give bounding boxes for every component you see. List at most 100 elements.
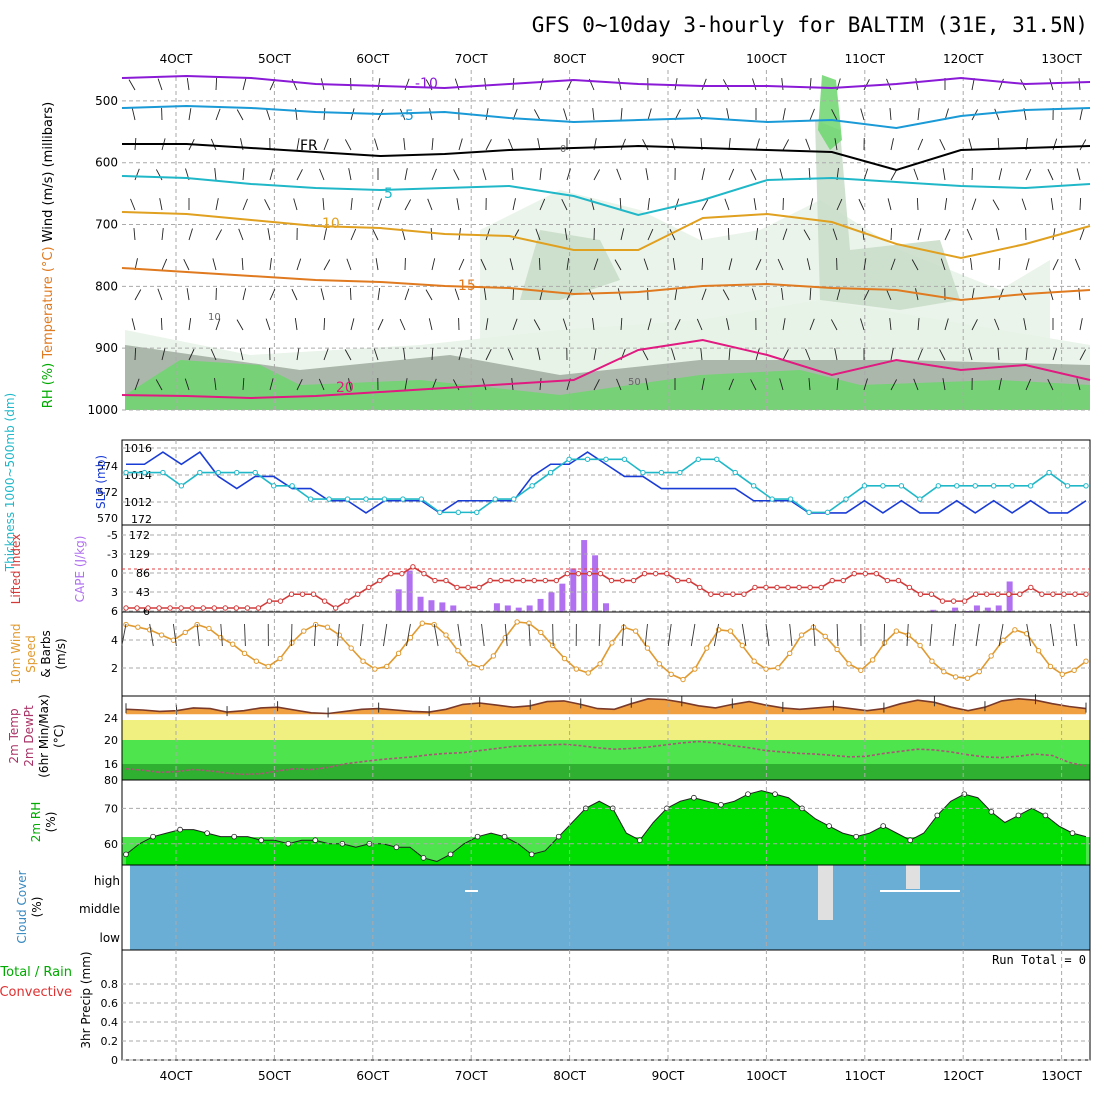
li-line-point: [619, 577, 626, 584]
wind-barb: [889, 108, 892, 121]
wind-barb: [669, 228, 676, 241]
wind-barb: [911, 259, 919, 271]
wind-barb: [404, 78, 410, 91]
wind-speed-line-point: [1035, 648, 1042, 654]
rh2m-point: [988, 809, 995, 815]
wind-barb: [512, 318, 518, 331]
surface-barb: [998, 623, 1004, 647]
wind-barb: [429, 108, 433, 121]
li-line-point: [288, 591, 295, 597]
slp-ylabel: SLP (mb): [94, 455, 108, 509]
wind-speed-line-point: [704, 645, 710, 651]
wind-barb: [296, 379, 303, 391]
wind-speed-line-point: [597, 661, 603, 667]
wind-speed-line-point: [182, 629, 188, 636]
li-line-point: [1072, 591, 1078, 597]
wind-barb: [1050, 198, 1054, 211]
wind-barb: [808, 378, 811, 391]
thickness-line-point: [400, 496, 406, 502]
rh-tick: 60: [104, 838, 118, 851]
wind-barb: [998, 257, 1001, 271]
wind-speed-line-point: [372, 666, 378, 672]
rh-shade: [818, 75, 842, 150]
li-line-point: [686, 577, 692, 584]
wind-barb: [539, 168, 542, 181]
wind-barb: [617, 288, 622, 301]
surface-barb: [836, 623, 839, 647]
wind-barb: [236, 319, 244, 331]
cape-bar: [450, 605, 457, 612]
wind-barb: [809, 318, 815, 331]
li-line-point: [641, 570, 648, 577]
wind-barb: [485, 318, 489, 331]
wind-barb: [834, 138, 838, 151]
wind-barb: [533, 109, 541, 121]
wind-barb: [672, 258, 676, 271]
thickness-line-point: [270, 483, 277, 489]
li-line-point: [211, 605, 217, 611]
cape-bar: [559, 583, 566, 612]
wind-barb: [863, 289, 870, 301]
surface-barb: [196, 623, 200, 647]
li-line-point: [156, 605, 162, 611]
wind-barb: [134, 347, 137, 361]
isotherm-line: [121, 338, 1091, 400]
wind-barb: [186, 78, 190, 91]
wind-speed-line-point: [1000, 637, 1006, 643]
wind-barb: [377, 318, 384, 331]
top-date-tick: 13OCT: [1041, 52, 1082, 66]
wind-barb: [404, 288, 410, 301]
wind-barb: [998, 168, 1003, 181]
wind-barb: [539, 78, 544, 91]
wind-barb: [214, 168, 217, 181]
wind-speed-line-point: [229, 641, 236, 647]
thickness-line-point: [474, 509, 480, 516]
thickness-line-point: [344, 496, 351, 502]
surface-barb: [812, 623, 816, 647]
wind-speed-line-point: [348, 645, 354, 651]
slp-bottom-tick: 172: [131, 513, 152, 526]
wind-barb: [186, 288, 190, 301]
thickness-line-point: [861, 483, 868, 489]
li-line-point: [575, 570, 582, 577]
wind-speed-line: [125, 621, 1087, 681]
thickness-line-point: [160, 469, 166, 476]
thickness-line-point: [806, 509, 812, 516]
li-line-point: [1006, 591, 1012, 597]
wind-barb: [944, 228, 951, 241]
wind-ylabel-part: Speed: [24, 635, 38, 673]
wind-ylabel: 10m WindSpeed& Barbs(m/s): [9, 624, 68, 685]
thickness-line-point: [307, 496, 314, 502]
wind-barb: [485, 228, 491, 241]
li-line-point: [222, 605, 229, 611]
wind-barb: [323, 107, 326, 121]
li-line-point: [663, 570, 670, 577]
thickness-line-point: [178, 483, 185, 489]
wind-barb: [588, 288, 595, 301]
wind-barb: [349, 287, 352, 301]
isotherm-line: [121, 74, 1091, 90]
precip-tick: 0.4: [101, 1016, 119, 1029]
wind-barb: [674, 319, 681, 331]
precip-ylabel-part: 3hr Precip (mm): [79, 951, 93, 1048]
cape-bar: [493, 603, 500, 612]
li-line-point: [200, 605, 206, 611]
thickness-line-point: [1064, 483, 1071, 489]
wind-barb: [728, 168, 735, 181]
li-line-point: [697, 584, 703, 591]
wind-barb: [155, 169, 163, 181]
wind-barb: [700, 348, 703, 361]
wind-barb: [1052, 348, 1057, 361]
li-line-point: [597, 570, 604, 577]
wind-barb: [374, 138, 379, 151]
wind-barb: [1076, 378, 1081, 391]
thickness-line-point: [990, 483, 997, 489]
wind-speed-line-point: [538, 629, 544, 636]
thickness-line-point: [732, 469, 738, 476]
slp-frame: [121, 439, 1091, 526]
wind-barb: [399, 108, 406, 121]
wind-barb: [482, 168, 487, 181]
wind-barb: [427, 198, 433, 211]
wind-barb: [431, 347, 434, 361]
li-line-point: [972, 591, 979, 597]
